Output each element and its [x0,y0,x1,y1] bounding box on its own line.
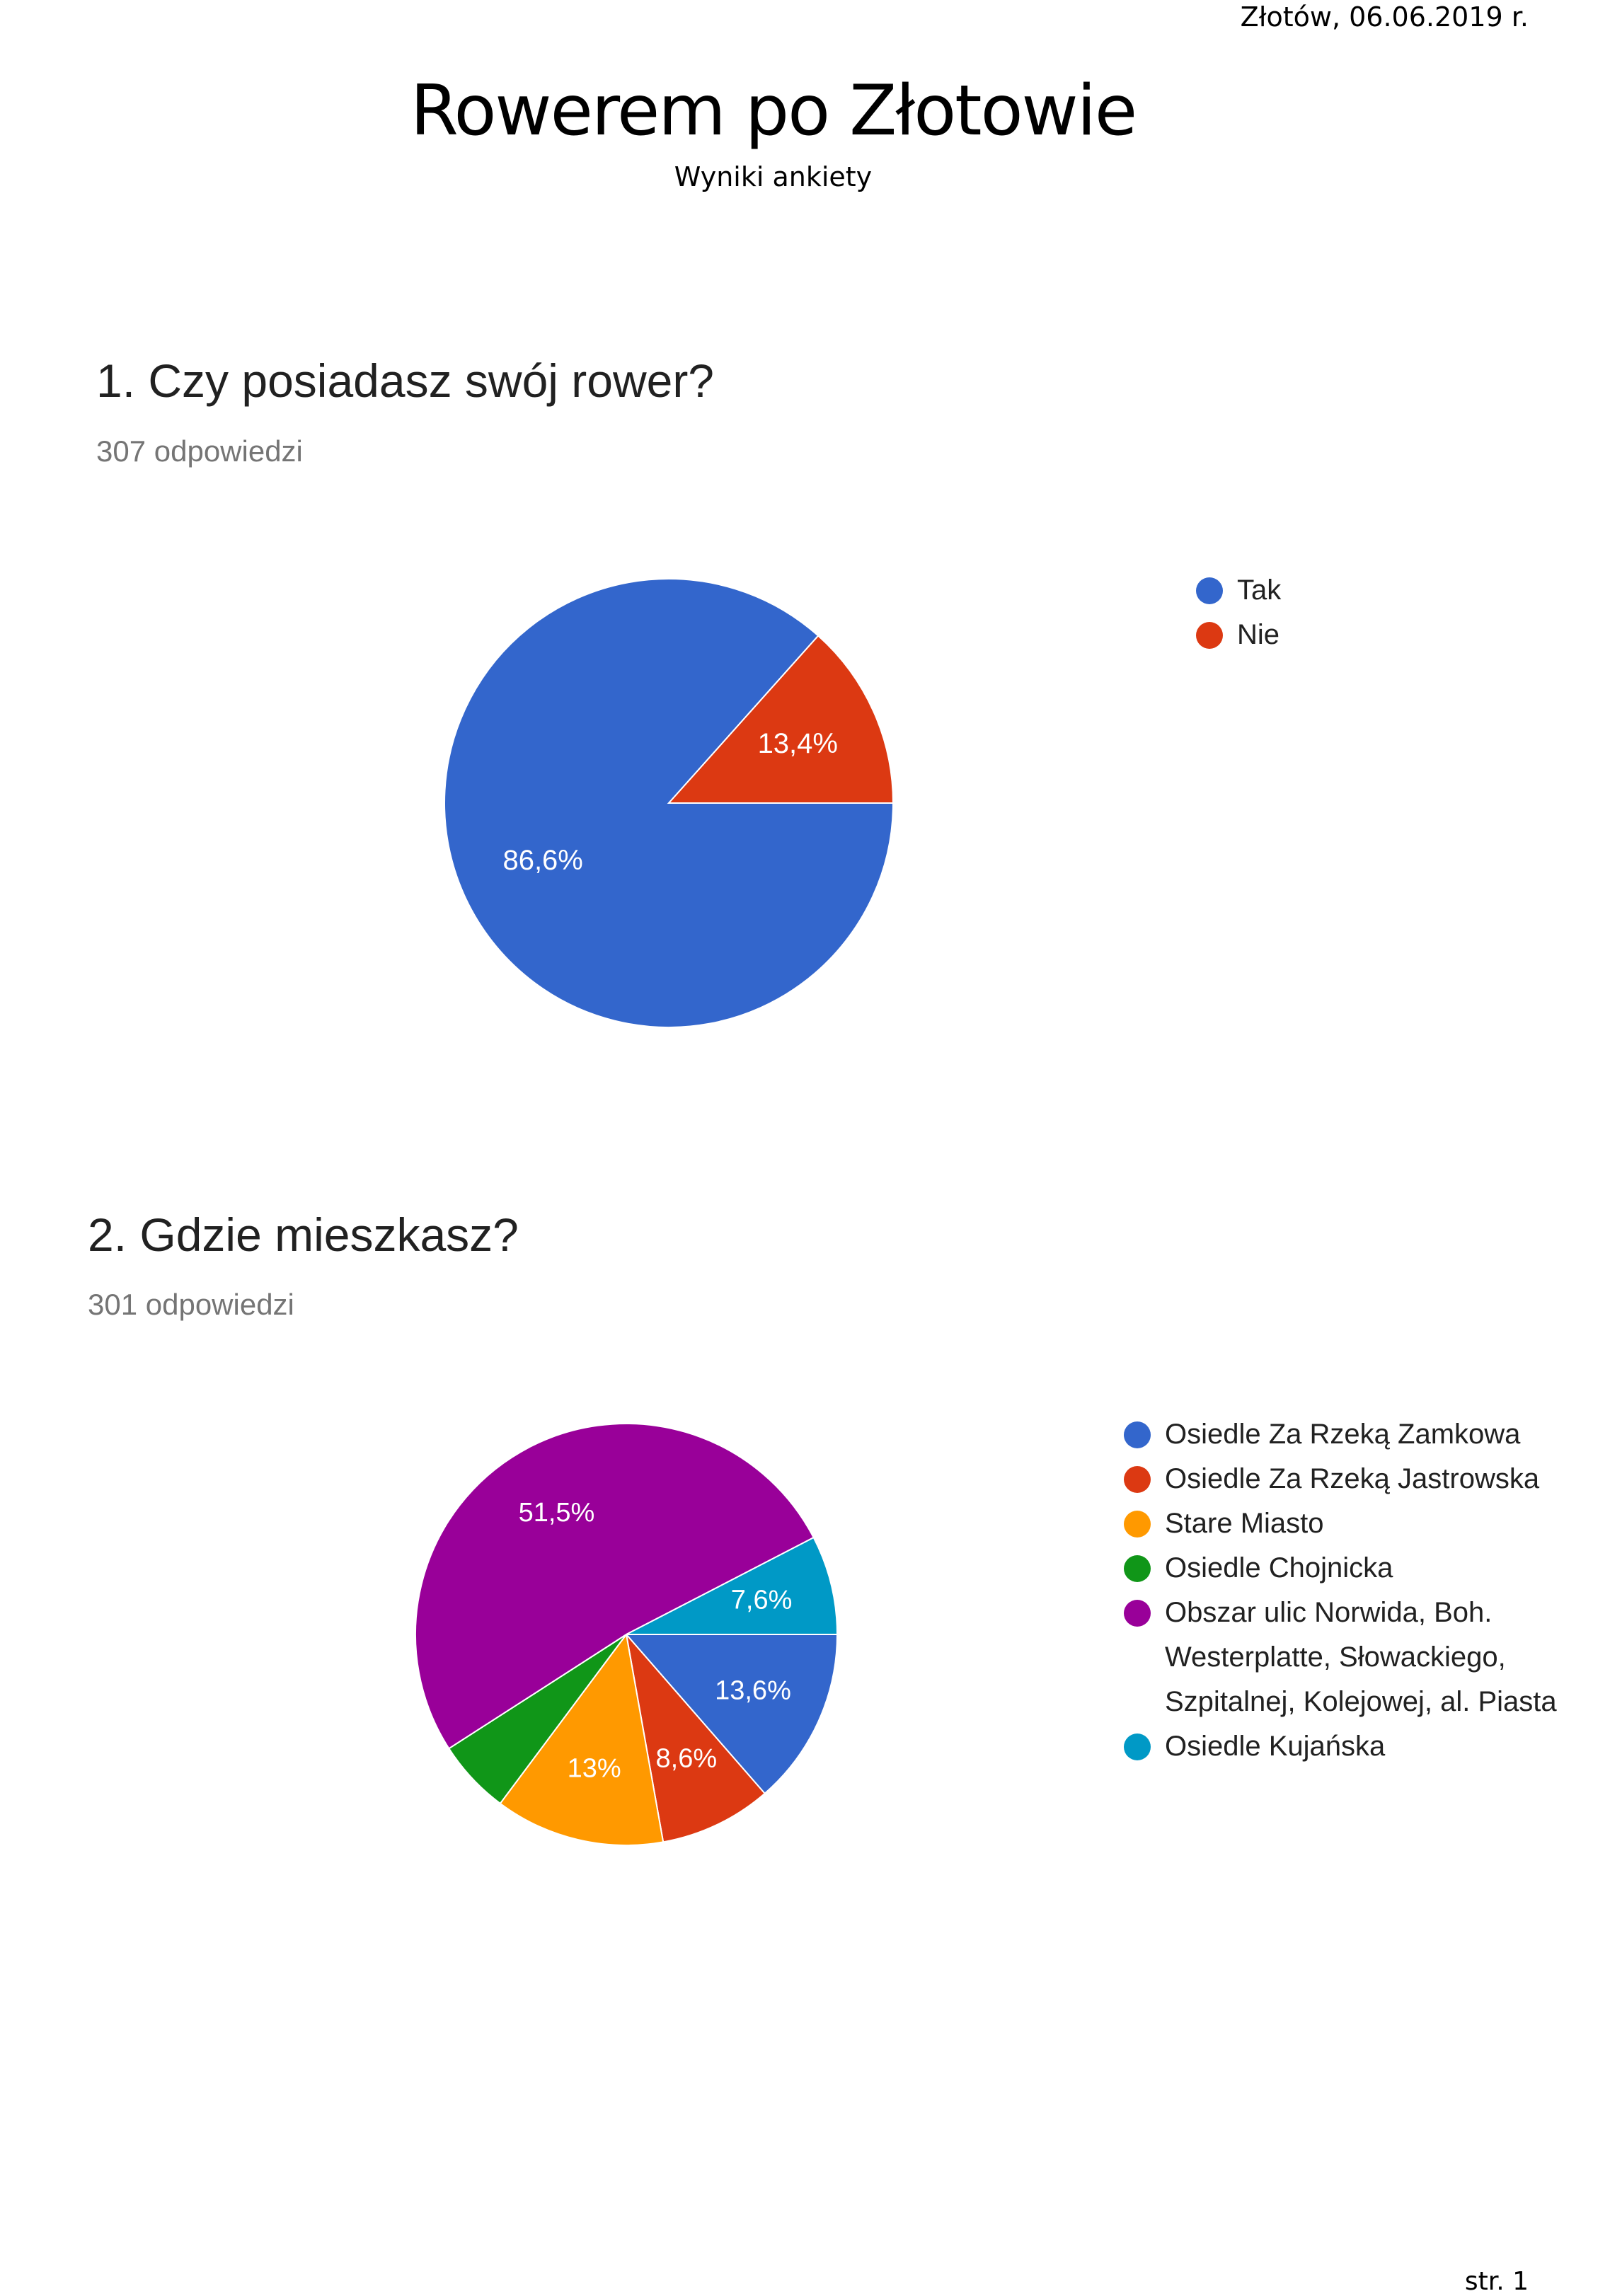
legend-swatch [1124,1466,1151,1493]
legend-label: Osiedle Za Rzeką Jastrowska [1165,1463,1540,1494]
pie-slice-osiedle-kujanska [626,1536,839,1635]
pie-slice-osiedle-za-rzeka-jastrowska [625,1632,766,1843]
legend-label: Tak [1237,575,1282,606]
legend-label: Obszar ulic Norwida, Boh. [1165,1597,1493,1628]
slice-label-osiedle-kujanska: 7,6% [731,1586,793,1615]
pie-slice-osiedle-za-rzeka-zamkowa [624,1634,839,1795]
question-1-title: 1. Czy posiadasz swój rower? [96,354,715,407]
legend-item-osiedle-za-rzeka-jastrowska: Osiedle Za Rzeką Jastrowska [1124,1457,1557,1501]
legend-swatch [1124,1600,1151,1627]
document-title: Rowerem po Złotowie [410,71,1137,151]
legend-item-osiedle-kujanska: Osiedle Kujańska [1124,1724,1557,1769]
legend-item-stare-miasto: Stare Miasto [1124,1501,1557,1546]
document-subtitle: Wyniki ankiety [674,161,873,192]
pie-slice-nie [667,635,895,804]
slice-label-nie: 13,4% [758,728,838,759]
question-2-title: 2. Gdzie mieszkasz? [88,1208,519,1261]
legend-item-nie: Nie [1196,613,1281,657]
pie-slice-stare-miasto [499,1632,665,1846]
legend-label: Stare Miasto [1165,1508,1324,1539]
pie-slice-obszar-ulic-norwida-boh-westerplatte-slo [415,1423,815,1750]
document-date: Złotów, 06.06.2019 r. [1240,1,1529,33]
slice-label-obszar-ulic-norwida-boh-westerplatte-slo: 51,5% [519,1498,595,1528]
legend-swatch [1124,1733,1151,1760]
legend-item-obszar-ulic-norwida-boh-westerplatte-slo: Obszar ulic Norwida, Boh. Westerplatte, S… [1124,1591,1557,1724]
legend-swatch [1196,577,1223,604]
slice-label-osiedle-za-rzeka-zamkowa: 13,6% [715,1676,791,1706]
legend-bike-ownership: Tak Nie [1196,568,1281,657]
legend-label: Nie [1237,619,1280,650]
legend-label: Szpitalnej, Kolejowej, al. Piasta [1165,1686,1557,1717]
slice-label-tak: 86,6% [502,845,582,876]
legend-residence: Osiedle Za Rzeką Zamkowa Osiedle Za Rzeką… [1124,1412,1557,1769]
pie-chart-residence: 13,6% 8,6% 13% 51,5% 7,6% [415,1423,839,1846]
question-2-response-count: 301 odpowiedzi [88,1288,294,1321]
legend-item-osiedle-chojnicka: Osiedle Chojnicka [1124,1546,1557,1591]
slice-label-stare-miasto: 13% [568,1753,621,1783]
legend-swatch [1124,1421,1151,1448]
legend-item-osiedle-za-rzeka-zamkowa: Osiedle Za Rzeką Zamkowa [1124,1412,1557,1457]
legend-label: Osiedle Chojnicka [1165,1552,1393,1583]
question-1-response-count: 307 odpowiedzi [96,434,303,468]
legend-label: Osiedle Za Rzeką Zamkowa [1165,1419,1521,1450]
legend-label: Osiedle Kujańska [1165,1731,1386,1762]
legend-swatch [1124,1511,1151,1538]
legend-swatch [1196,622,1223,649]
pie-chart-bike-ownership: 86,6% 13,4% [444,578,895,1028]
legend-label: Westerplatte, Słowackiego, [1165,1642,1506,1673]
slice-label-osiedle-za-rzeka-jastrowska: 8,6% [656,1743,718,1773]
legend-item-tak: Tak [1196,568,1281,613]
page-number: str. 1 [1464,2267,1529,2296]
legend-swatch [1124,1555,1151,1582]
